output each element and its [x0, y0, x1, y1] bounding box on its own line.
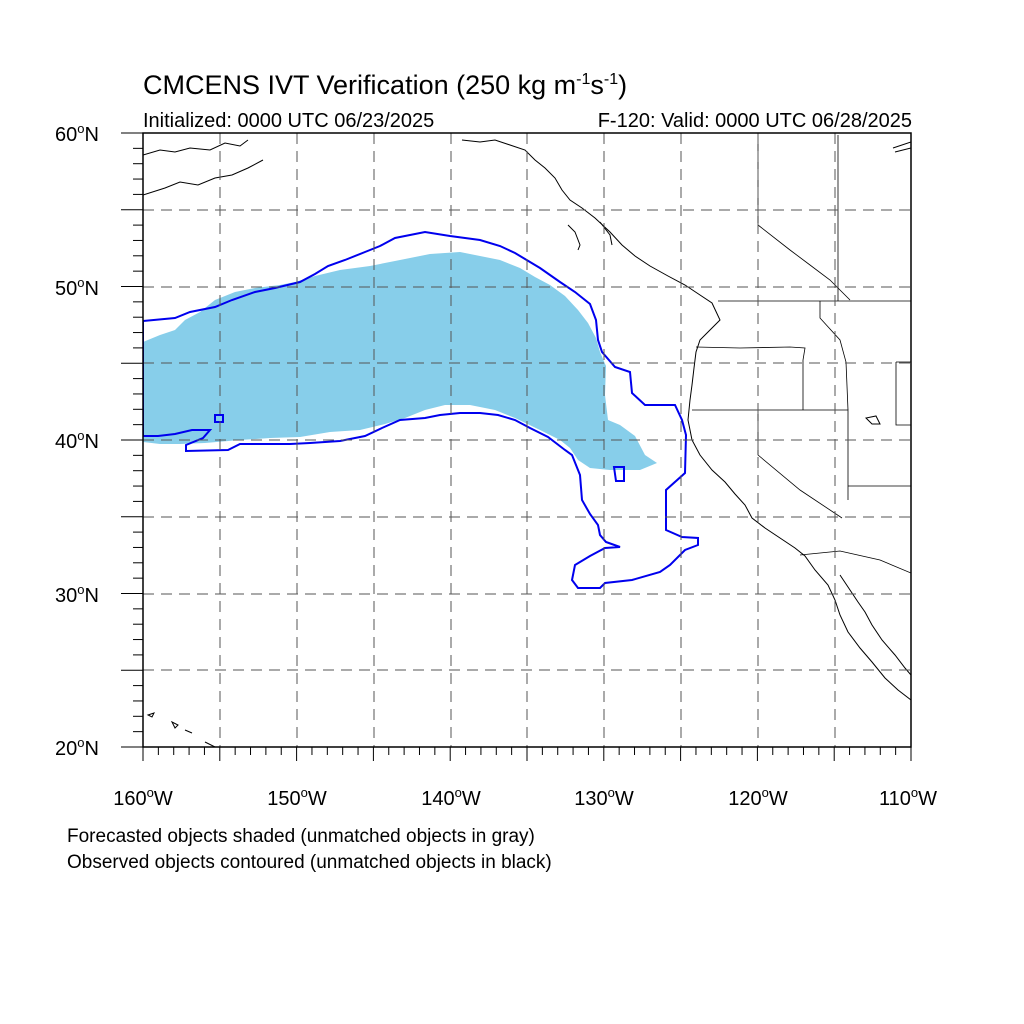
lon-label-140: 140oW [421, 785, 481, 810]
forecast-ivt-object [143, 252, 657, 470]
observed-ivt-contour [143, 230, 699, 589]
valid-time-label: F-120: Valid: 0000 UTC 06/28/2025 [597, 110, 912, 132]
lon-label-120: 120oW [728, 785, 788, 810]
lon-label-130: 130oW [574, 785, 634, 810]
coastlines [143, 139, 911, 747]
lon-label-110: 110oW [879, 785, 937, 810]
state-borders [692, 135, 911, 574]
lat-label-50: 50oN [55, 275, 99, 300]
chart-title: CMCENS IVT Verification (250 kg m-1s-1) [143, 70, 628, 100]
observed-ivt-contour-tiny [214, 414, 224, 423]
lat-label-40: 40oN [55, 428, 99, 453]
init-time-label: Initialized: 0000 UTC 06/23/2025 [143, 110, 435, 132]
lat-label-30: 30oN [55, 582, 99, 607]
lat-label-60: 60oN [55, 121, 99, 146]
graticule [143, 133, 911, 747]
observed-ivt-contour-small [612, 466, 625, 482]
axis-ticks [121, 132, 912, 761]
lon-label-150: 150oW [267, 785, 327, 810]
lat-axis-labels: 60oN 50oN 40oN 30oN 20oN [55, 121, 99, 760]
lat-label-20: 20oN [55, 735, 99, 760]
lon-axis-labels: 160oW 150oW 140oW 130oW 120oW 110oW [113, 785, 937, 810]
footnote-forecast: Forecasted objects shaded (unmatched obj… [67, 826, 535, 847]
lon-label-160: 160oW [113, 785, 173, 810]
footnote-observed: Observed objects contoured (unmatched ob… [67, 852, 552, 873]
